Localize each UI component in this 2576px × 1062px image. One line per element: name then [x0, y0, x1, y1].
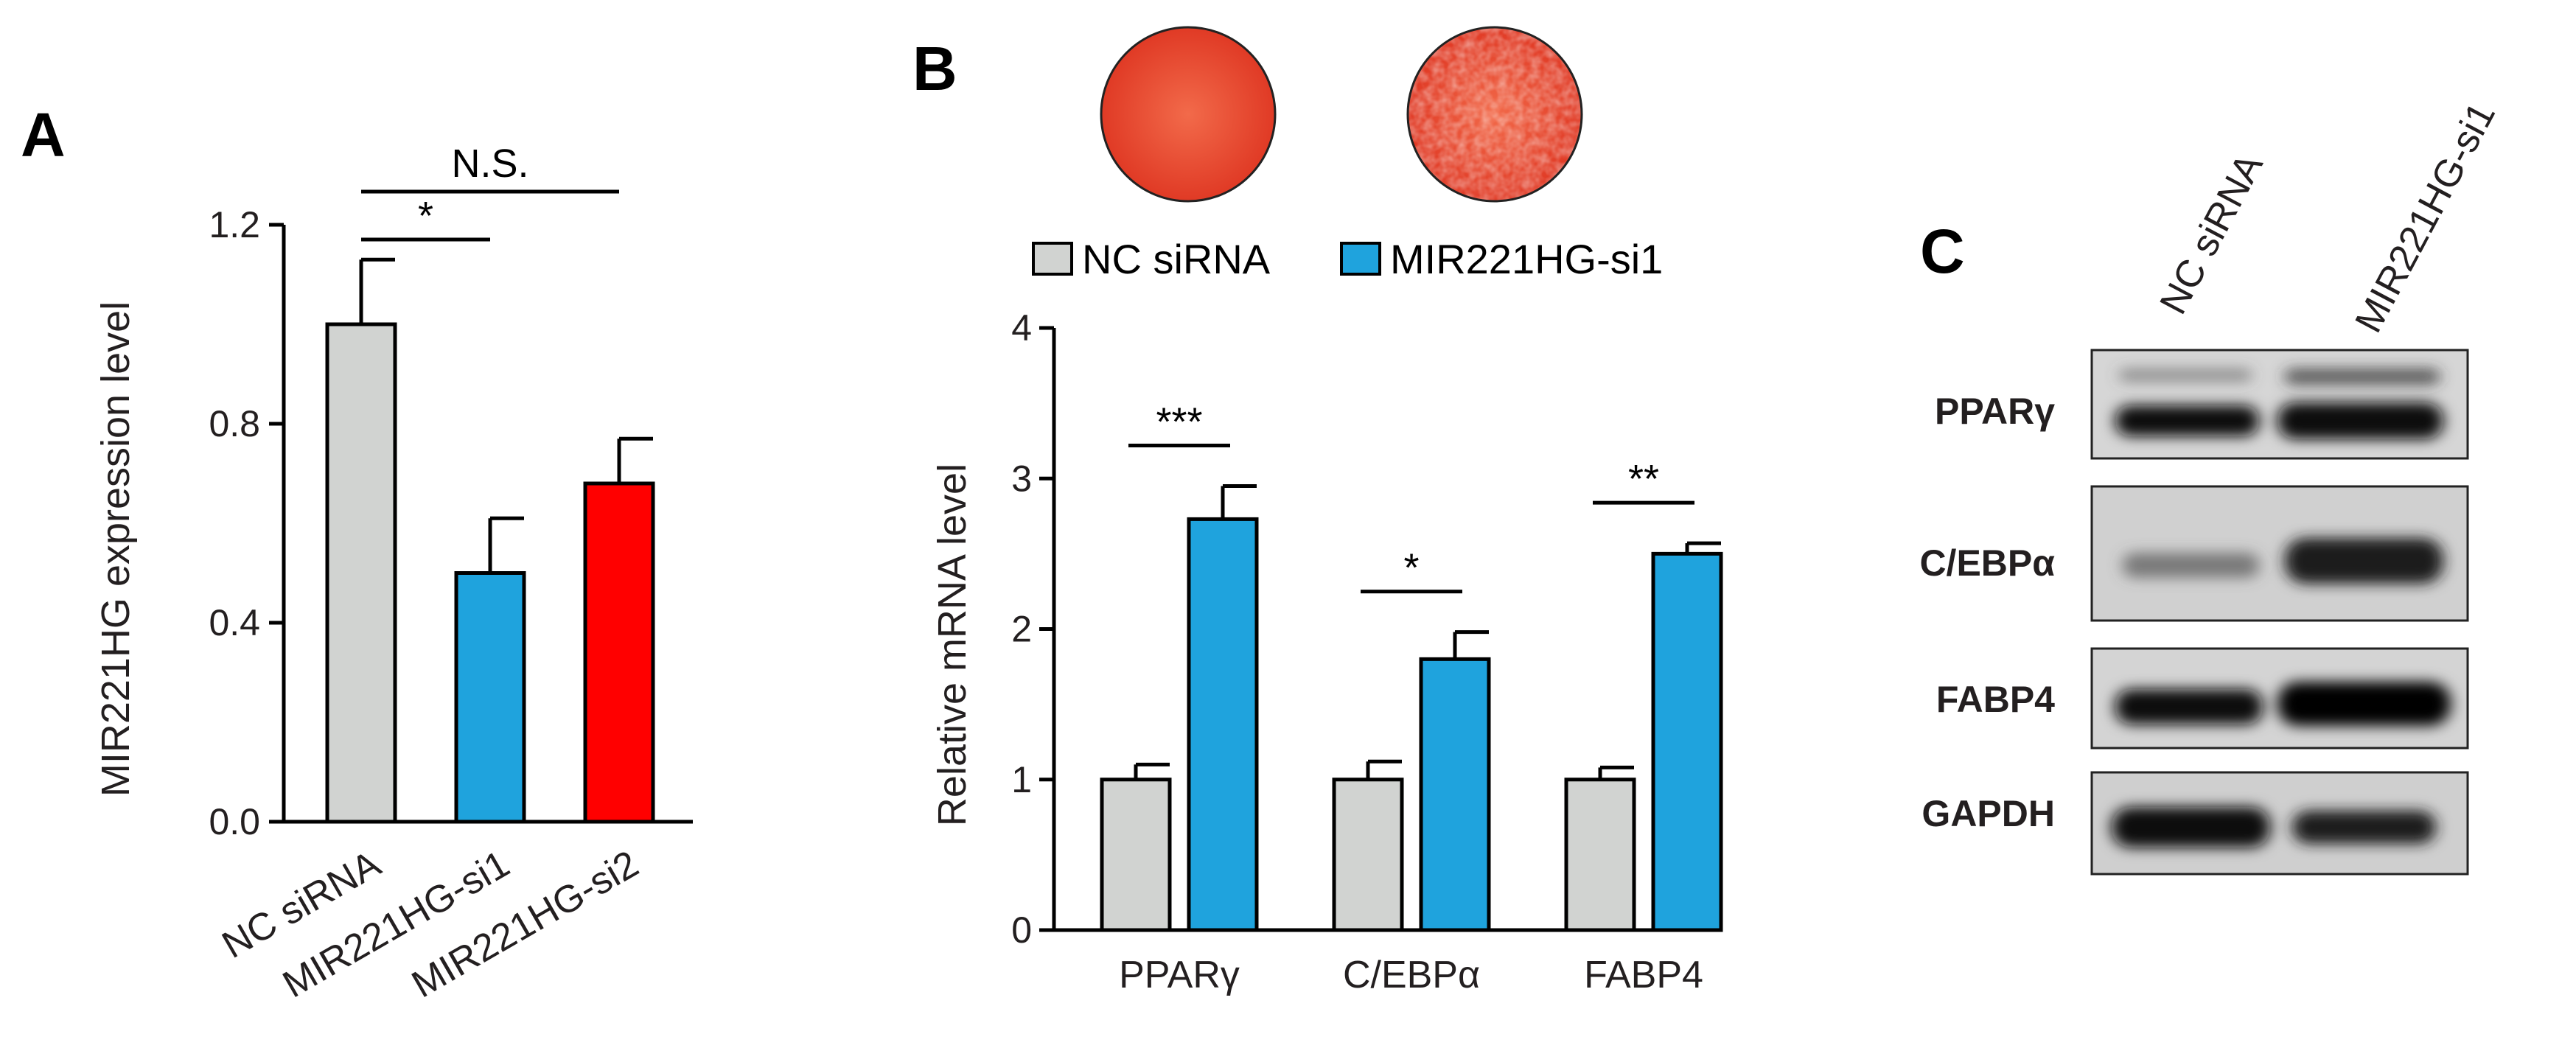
panel-b-significance-label: * — [1403, 546, 1419, 590]
panel-a-x-tick-label: MIR221HG-si1 — [276, 842, 517, 1006]
blot-label-gapdh: GAPDH — [1921, 793, 2055, 834]
panel-b-y-tick-label: 0 — [1011, 909, 1032, 951]
lane-label-nc-sirna: NC siRNA — [2151, 147, 2272, 321]
panel-a-y-axis-label: MIR221HG expression level — [94, 301, 138, 797]
panel-b-chart: Relative mRNA level 01234PPARγ***C/EBPα*… — [930, 307, 1723, 996]
blot-label-cebp-alpha: C/EBPα — [1919, 542, 2055, 584]
stain-image-nc-sirna — [1100, 26, 1277, 203]
panel-b-y-tick-label: 1 — [1011, 759, 1032, 800]
panel-b-legend: NC siRNA MIR221HG-si1 — [1032, 236, 1663, 282]
panel-b-bar-fabp4-mir221hg-si1 — [1651, 551, 1723, 932]
panel-a-significance-label: * — [418, 194, 433, 238]
legend-swatch-nc-sirna — [1032, 242, 1073, 276]
panel-b-y-tick-label: 3 — [1011, 458, 1032, 499]
legend-label-mir221hg-si1: MIR221HG-si1 — [1390, 236, 1663, 282]
western-blot: NC siRNA MIR221HG-si1 PPARγ C/EBPα FABP4… — [1919, 96, 2504, 876]
panel-a-significance-label: N.S. — [451, 142, 528, 186]
blot-strip-ppar-gamma — [2090, 349, 2469, 460]
panel-a-bar-nc-sirna — [325, 322, 397, 824]
panel-b-bar-ppar-mir221hg-si1 — [1187, 517, 1259, 932]
panel-b-bar-c-ebp-nc-sirna — [1332, 778, 1404, 932]
panel-b-x-tick-label: FABP4 — [1584, 954, 1703, 996]
panel-b-x-tick-label: PPARγ — [1119, 954, 1240, 996]
legend-swatch-mir221hg-si1 — [1340, 242, 1381, 276]
stain-image-mir221hg-si1 — [1406, 26, 1583, 203]
panel-b-label: B — [912, 34, 957, 103]
blot-label-ppar-gamma: PPARγ — [1935, 391, 2055, 432]
panel-b-significance-label: ** — [1628, 457, 1659, 501]
lane-label-mir221hg-si1: MIR221HG-si1 — [2347, 96, 2504, 340]
panel-b-y-axis-label: Relative mRNA level — [930, 464, 974, 826]
panel-a-y-tick-label: 0.8 — [209, 403, 260, 444]
panel-a-y-tick-label: 1.2 — [209, 204, 260, 245]
panel-b-bar-fabp4-nc-sirna — [1564, 778, 1636, 932]
panel-b-bar-ppar-nc-sirna — [1100, 778, 1172, 932]
panel-a-y-tick-label: 0.4 — [209, 602, 260, 643]
blot-strip-fabp4 — [2090, 647, 2469, 750]
panel-a-bar-mir221hg-si2 — [583, 481, 655, 824]
panel-a-chart: MIR221HG expression level 0.00.40.81.2NC… — [94, 142, 693, 1006]
panel-a-label: A — [21, 100, 66, 170]
blot-strip-gapdh — [2090, 771, 2469, 876]
panel-b-x-tick-label: C/EBPα — [1343, 954, 1480, 996]
blot-label-fabp4: FABP4 — [1936, 679, 2055, 720]
panel-b-y-tick-label: 4 — [1011, 307, 1032, 349]
panel-b-bar-c-ebp-mir221hg-si1 — [1419, 657, 1491, 932]
panel-c-label: C — [1920, 217, 1965, 286]
panel-a-bar-mir221hg-si1 — [454, 571, 526, 824]
legend-label-nc-sirna: NC siRNA — [1082, 236, 1271, 282]
blot-strip-cebp-alpha — [2090, 485, 2469, 622]
panel-b-y-tick-label: 2 — [1011, 609, 1032, 650]
panel-a-x-tick-label: MIR221HG-si2 — [405, 842, 646, 1006]
oil-red-o-stain-images — [1100, 26, 1583, 203]
panel-b-significance-label: *** — [1156, 399, 1202, 444]
panel-a-y-tick-label: 0.0 — [209, 801, 260, 842]
